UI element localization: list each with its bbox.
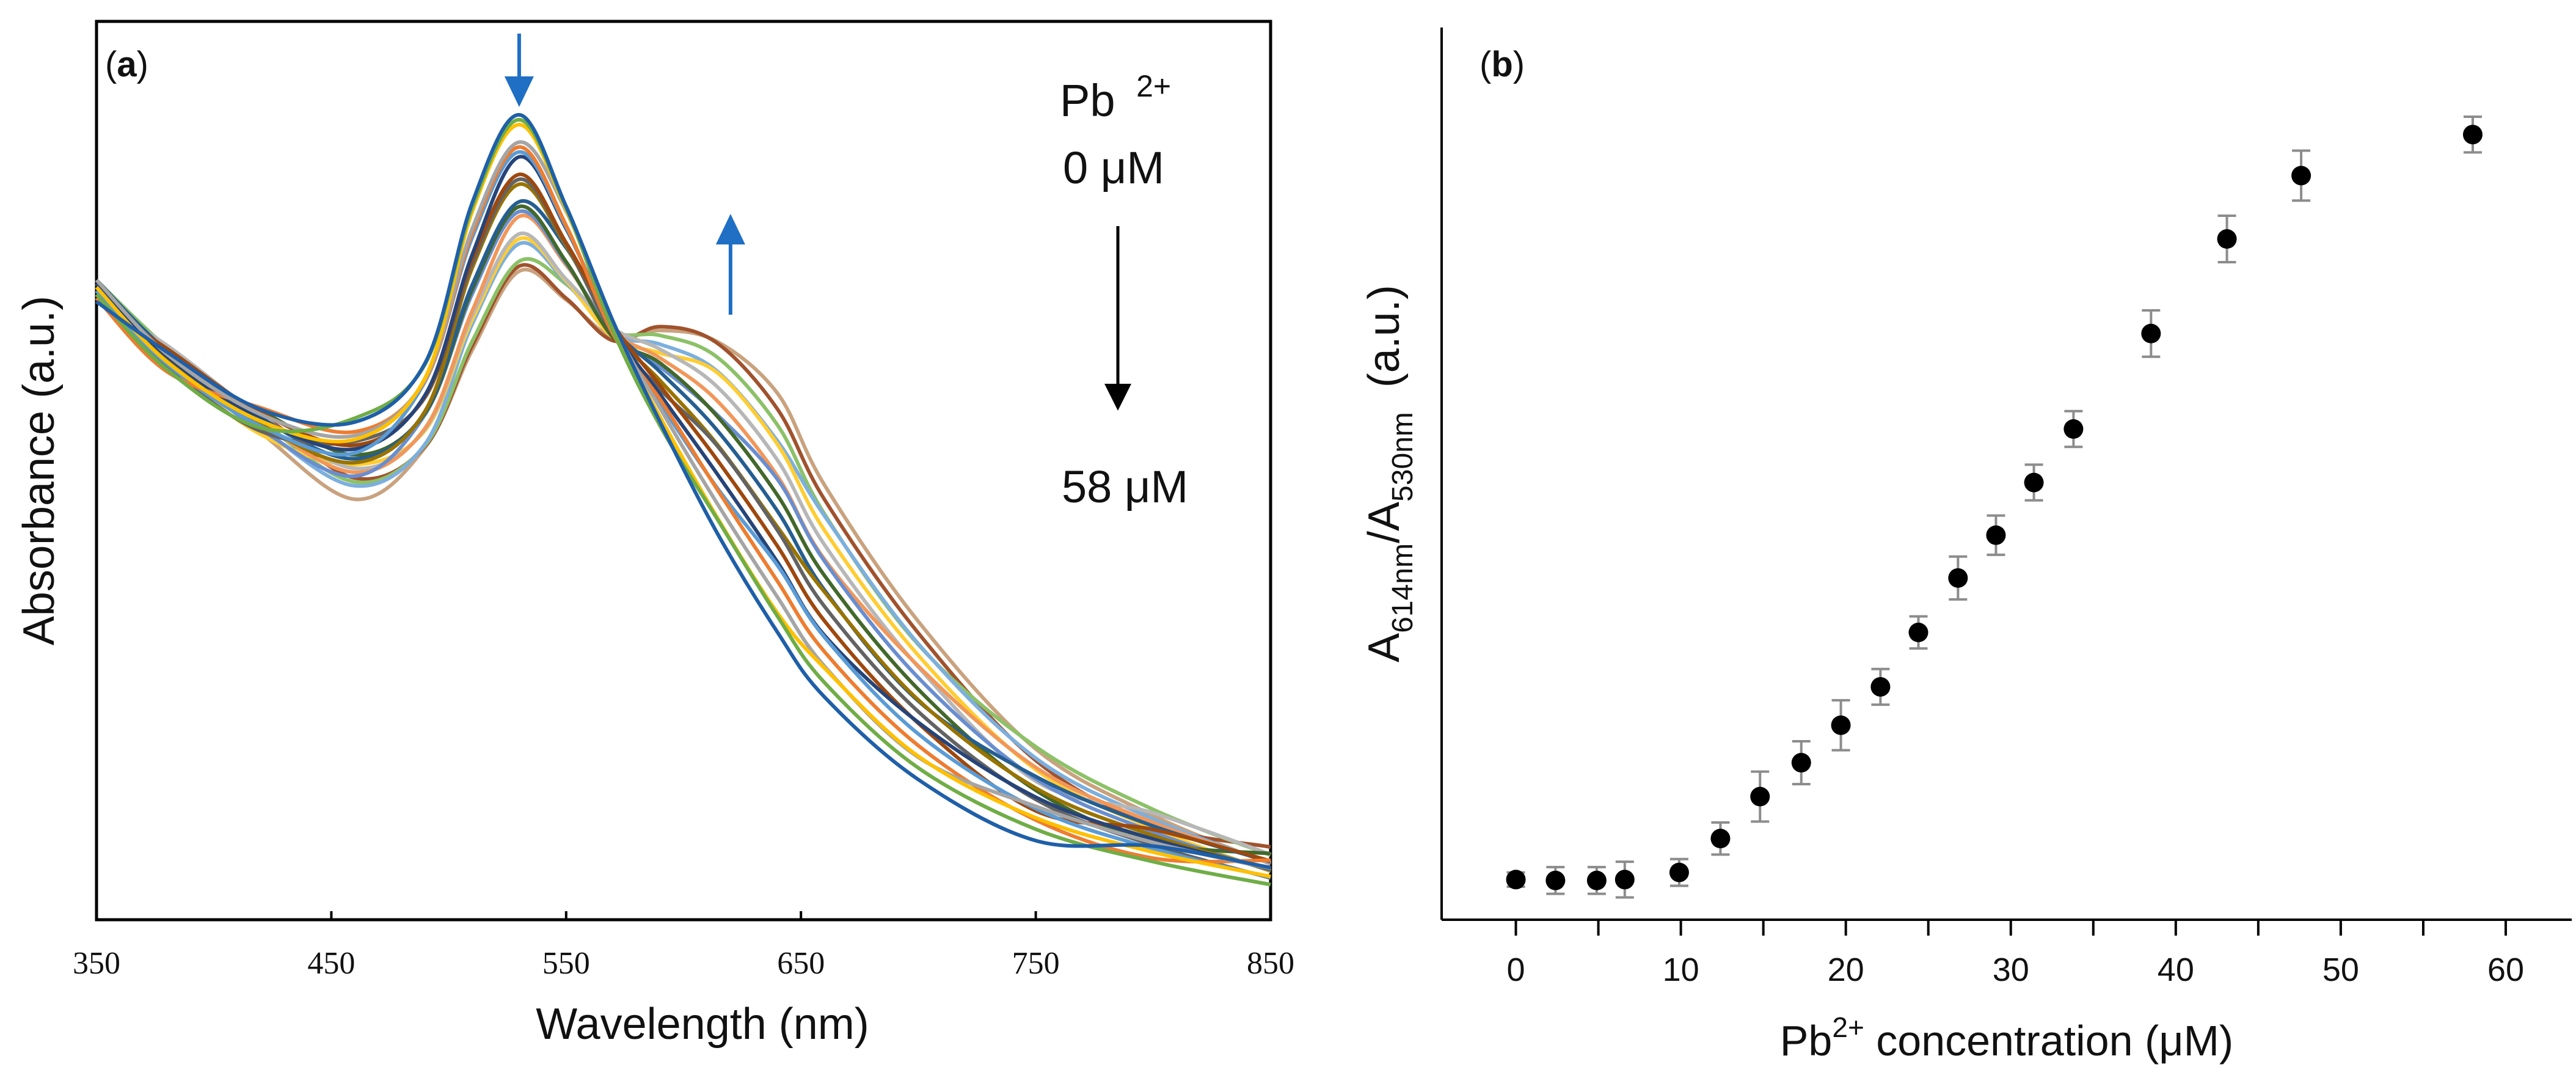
panel-a-x-tick-label: 850 [1247,946,1294,981]
spectrum-line [95,213,1271,865]
data-point [1669,857,1689,887]
data-point [1750,770,1770,823]
point-marker [2063,419,2084,439]
data-point [1948,555,1968,601]
panel-b-label: (b) [1480,45,1525,84]
data-point [1791,740,1811,786]
data-point [1986,514,2006,556]
point-marker [1710,829,1731,849]
ylabel-a: A [1360,633,1409,662]
point-marker [1986,525,2006,545]
data-point [1615,860,1635,899]
panel-a-x-ticks: 350 450 550 650 750 850 [73,911,1294,981]
xlabel-charge: 2+ [1832,1011,1864,1043]
panel-a-arrows [504,34,745,315]
panel-b-points [1506,116,2483,899]
spectrum-line [95,199,1271,864]
ylabel-unit: (a.u.) [1360,285,1409,387]
panel-a-x-tick-label: 450 [307,946,355,981]
point-marker [2141,323,2161,343]
peak-decrease-arrow-head [504,76,534,107]
spectrum-line [95,241,1272,865]
panel-b-x-tick-label: 0 [1507,952,1525,988]
point-marker [1791,753,1811,773]
panel-b-x-tick-label: 40 [2158,952,2194,988]
spectrum-line [95,150,1271,879]
panel-a-x-axis-label: Wavelength (nm) [536,1000,869,1049]
data-point [1710,821,1731,856]
xlabel-rest: concentration (μM) [1864,1017,2233,1065]
panel-a-x-tick-label: 750 [1012,946,1060,981]
ion-charge: 2+ [1136,69,1171,103]
panel-a-x-tick-label: 550 [542,946,590,981]
panel-b-x-ticks: 0 10 20 30 40 50 60 [1507,920,2524,988]
shoulder-increase-arrow-head [715,214,745,244]
panel-b-letter: b [1491,45,1512,84]
panel-a: 350 450 550 650 750 850 (a) Wavelength (nm) A… [15,20,1294,1049]
panel-a-x-tick-label: 650 [777,946,825,981]
point-marker [1545,870,1566,890]
data-point [1831,698,1851,752]
ylabel-mid: /A [1360,502,1409,543]
start-concentration: 0 μM [1063,142,1164,193]
panel-b-x-tick-label: 10 [1663,952,1699,988]
panel-b-y-axis-label: A614nm/A530nm (a.u.) [1360,285,1419,662]
point-marker [1750,787,1770,807]
panel-a-frame [95,20,1272,922]
spectrum-line [95,155,1271,871]
point-marker [1669,862,1689,882]
ion-annotation: Pb 2+ [1060,69,1171,126]
xlabel-ion: Pb [1780,1017,1833,1065]
spectrum-line [95,182,1271,872]
point-marker [1908,622,1928,642]
spectrum-line [95,257,1272,857]
panel-b-x-tick-label: 30 [1993,952,2029,988]
spectrum-line [95,209,1271,873]
data-point [2217,215,2237,263]
spectrum-line [95,177,1271,880]
point-marker [1506,870,1526,890]
panel-b-x-tick-label: 60 [2487,952,2524,988]
spectrum-line [95,112,1271,870]
point-marker [1948,568,1968,588]
spectrum-line [95,204,1271,856]
panel-b-x-axis-label: Pb2+ concentration (μM) [1780,1011,2234,1065]
concentration-arrow-head [1104,384,1131,411]
ylabel-sub1: 614nm [1387,543,1419,633]
data-point [2063,409,2084,449]
panel-a-series-group [95,112,1272,887]
panel-b: 0 10 20 30 40 50 60 (b) Pb2+ concentration (μM… [1360,28,2572,1065]
data-point [1908,615,1928,650]
point-marker [2217,229,2237,249]
panel-a-letter: a [117,45,137,84]
point-marker [2462,125,2483,145]
spectrum-line [95,231,1271,856]
data-point [2141,309,2161,358]
data-point [1870,667,1891,706]
panel-a-x-tick-label: 350 [73,946,120,981]
point-marker [1586,870,1607,890]
data-point [1545,865,1566,895]
point-marker [2291,166,2311,186]
spectrum-line [95,172,1271,863]
point-marker [1831,715,1851,735]
point-marker [1615,870,1635,890]
data-point [2462,116,2483,154]
panel-b-x-tick-label: 20 [1828,952,1864,988]
panel-b-x-tick-label: 50 [2322,952,2359,988]
data-point [1506,870,1526,890]
point-marker [1870,676,1891,697]
data-point [2291,149,2311,202]
panel-a-label: (a) [105,45,148,84]
point-marker [2024,472,2044,493]
panel-a-y-axis-label: Absorbance (a.u.) [15,296,64,645]
ylabel-sub2: 530nm [1387,412,1419,502]
ion-symbol: Pb [1060,75,1115,126]
end-concentration: 58 μM [1062,461,1188,512]
data-point [2024,463,2044,502]
data-point [1586,865,1607,895]
